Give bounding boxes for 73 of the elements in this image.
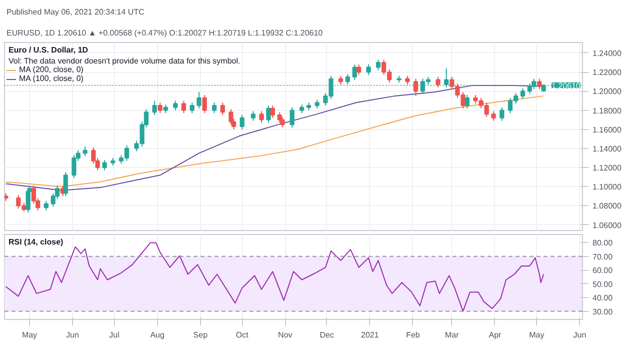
y-tick-label: 80.00 — [592, 238, 614, 248]
candlestick — [220, 102, 225, 116]
candlestick — [537, 78, 542, 90]
candlestick — [500, 106, 504, 122]
candlestick — [366, 64, 371, 76]
candlestick — [277, 112, 282, 124]
candlestick — [464, 94, 470, 109]
y-tick-label: 1.18000 — [592, 106, 622, 116]
candlestick — [352, 64, 357, 80]
candlestick — [413, 78, 418, 96]
chart-title: Euro / U.S. Dollar, 1D — [8, 46, 88, 54]
candlestick — [181, 100, 186, 114]
candlestick — [173, 100, 178, 111]
x-tick-label: May — [529, 330, 544, 340]
x-tick-label: Nov — [278, 330, 292, 340]
y-tick-label: 30.00 — [592, 307, 614, 316]
x-tick-label: Sep — [193, 330, 208, 340]
x-tick-label: Feb — [406, 330, 420, 340]
y-tick-label: 1.14000 — [592, 144, 622, 154]
candlestick — [270, 104, 275, 118]
candlestick — [152, 100, 157, 116]
candlestick — [72, 154, 76, 179]
legend-label: MA (100, close, 0) — [19, 74, 84, 83]
candlestick — [266, 104, 271, 124]
candlestick — [63, 172, 68, 197]
candlestick — [356, 64, 362, 76]
candlestick — [228, 108, 234, 126]
candlestick — [158, 102, 162, 114]
candlestick — [280, 116, 285, 128]
candlestick — [376, 59, 381, 71]
x-tick-label: Dec — [320, 330, 334, 340]
y-tick-label: 1.20000 — [592, 87, 622, 96]
x-tick-label: May — [22, 330, 38, 340]
candlestick — [196, 92, 202, 109]
candlestick — [240, 114, 244, 130]
x-tick-label: Aug — [150, 330, 164, 340]
candlestick — [202, 94, 207, 114]
ref-line-label: 1.20610 — [552, 81, 582, 90]
y-tick-label: 1.06000 — [592, 220, 622, 230]
y-tick-label: 60.00 — [592, 266, 614, 276]
legend-label: MA (200, close, 0) — [19, 65, 84, 74]
y-tick-label: 1.16000 — [592, 125, 622, 134]
candlestick — [259, 110, 264, 124]
candlestick — [436, 76, 440, 88]
x-tick-label: Jun — [66, 330, 80, 340]
candlestick — [520, 88, 526, 100]
y-tick-label: 1.12000 — [592, 164, 622, 173]
y-tick-label: 50.00 — [592, 280, 614, 289]
text: Vol: The data vendor doesn't provide volume data for this symbol. — [8, 56, 240, 66]
y-tick-label: 70.00 — [592, 252, 614, 262]
y-tick-label: 1.10000 — [592, 182, 622, 192]
y-tick-label: 1.24000 — [592, 48, 622, 58]
x-tick-label: Jul — [109, 330, 120, 340]
x-tick-label: Jun — [573, 330, 586, 340]
y-tick-label: 1.08000 — [592, 202, 622, 211]
text: Published May 06, 2021 20:34:14 UTC — [6, 8, 145, 16]
candlestick — [44, 200, 48, 211]
x-tick-label: 2021 — [361, 330, 380, 340]
candlestick — [491, 110, 496, 122]
candlestick — [212, 102, 217, 114]
x-tick-label: Apr — [488, 330, 502, 340]
text: EURUSD, 1D 1.20610 ▲ +0.00568 (+0.47%) O:1.20027 H:1.20719 L:1.19932 C:1.20610 — [6, 28, 324, 38]
candlestick — [290, 106, 294, 128]
chart-title: RSI (14, close) — [8, 238, 64, 246]
y-tick-label: 40.00 — [592, 294, 614, 303]
x-tick-label: Mar — [445, 330, 460, 340]
y-tick-label: 1.22000 — [592, 68, 622, 78]
candlestick — [102, 159, 107, 171]
candlestick — [26, 188, 30, 213]
candlestick — [82, 146, 88, 157]
candlestick — [250, 110, 256, 122]
candlestick — [190, 102, 194, 114]
x-tick-label: Oct — [236, 330, 250, 340]
